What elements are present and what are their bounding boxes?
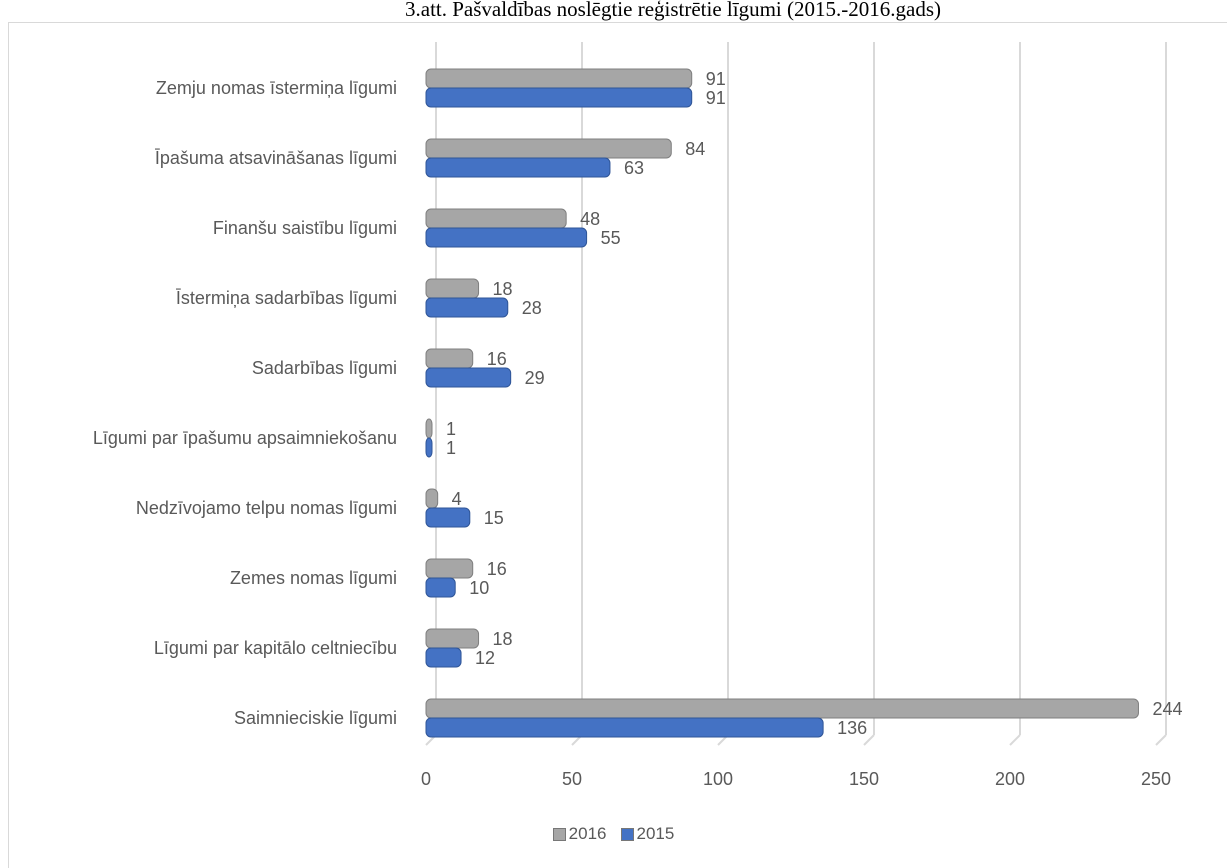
- data-label-2016: 244: [1152, 699, 1182, 719]
- category-label: Līgumi par īpašumu apsaimniekošanu: [93, 428, 397, 448]
- bar-2016: [425, 418, 433, 439]
- legend-label-2015: 2015: [636, 824, 675, 843]
- bar-2016: [425, 558, 474, 579]
- data-label-2015: 15: [484, 508, 504, 528]
- bar-2016: [425, 348, 474, 369]
- bar-2015: [425, 717, 824, 738]
- bar-2015: [425, 297, 509, 318]
- x-tick-label: 200: [995, 769, 1025, 789]
- gridline-depth: [863, 734, 875, 746]
- x-tick-label: 50: [562, 769, 582, 789]
- data-label-2015: 29: [525, 368, 545, 388]
- data-label-2016: 91: [706, 69, 726, 89]
- chart-frame: [8, 22, 1227, 868]
- data-label-2016: 1: [446, 419, 456, 439]
- legend-label-2016: 2016: [568, 824, 607, 843]
- data-label-2015: 10: [469, 578, 489, 598]
- bar-2016: [425, 208, 567, 229]
- category-label: Zemes nomas līgumi: [230, 568, 397, 588]
- bar-2016: [425, 278, 480, 299]
- bar-2015: [425, 227, 588, 248]
- bar-2016: [425, 628, 480, 649]
- category-label: Īpašuma atsavināšanas līgumi: [155, 148, 397, 168]
- bar-2015: [425, 647, 462, 668]
- x-tick-label: 150: [849, 769, 879, 789]
- category-label: Saimnieciskie līgumi: [234, 708, 397, 728]
- data-label-2016: 16: [487, 349, 507, 369]
- bar-2015: [425, 157, 611, 178]
- labels-layer: 0 50 100 150 200 250 Zemju nomas īstermiņa līg…: [93, 69, 1183, 789]
- bar-2015: [425, 367, 512, 388]
- bar-2016: [425, 698, 1139, 719]
- data-label-2015: 63: [624, 158, 644, 178]
- data-label-2016: 18: [493, 629, 513, 649]
- x-tick-label: 250: [1141, 769, 1171, 789]
- bar-2015: [425, 87, 693, 108]
- x-tick-label: 100: [703, 769, 733, 789]
- bar-2016: [425, 68, 693, 89]
- data-label-2016: 84: [685, 139, 705, 159]
- category-label: Līgumi par kapitālo celtniecību: [154, 638, 397, 658]
- bar-2015: [425, 507, 471, 528]
- gridline-depth: [1009, 734, 1021, 746]
- bars-layer: [425, 68, 1139, 738]
- legend: 2016 2015: [0, 824, 1227, 844]
- bar-2016: [425, 138, 672, 159]
- data-label-2016: 48: [580, 209, 600, 229]
- category-label: Finanšu saistību līgumi: [213, 218, 397, 238]
- bar-2015: [425, 577, 456, 598]
- data-label-2015: 55: [601, 228, 621, 248]
- bar-2015: [425, 437, 433, 458]
- legend-swatch-2016: [552, 827, 566, 841]
- category-label: Nedzīvojamo telpu nomas līgumi: [136, 498, 397, 518]
- category-label: Īstermiņa sadarbības līgumi: [176, 288, 397, 308]
- legend-swatch-2015: [620, 827, 634, 841]
- legend-item-2015: 2015: [620, 824, 675, 844]
- data-label-2015: 91: [706, 88, 726, 108]
- x-tick-label: 0: [421, 769, 431, 789]
- data-label-2015: 12: [475, 648, 495, 668]
- data-label-2016: 4: [452, 489, 462, 509]
- chart-caption: 3.att. Pašvaldības noslēgtie reģistrētie…: [405, 0, 941, 21]
- data-label-2016: 16: [487, 559, 507, 579]
- category-label: Sadarbības līgumi: [252, 358, 397, 378]
- data-label-2016: 18: [493, 279, 513, 299]
- data-label-2015: 136: [837, 718, 867, 738]
- category-label: Zemju nomas īstermiņa līgumi: [156, 78, 397, 98]
- data-label-2015: 1: [446, 438, 456, 458]
- legend-item-2016: 2016: [552, 824, 607, 844]
- data-label-2015: 28: [522, 298, 542, 318]
- bar-2016: [425, 488, 439, 509]
- gridline-depth: [1155, 734, 1167, 746]
